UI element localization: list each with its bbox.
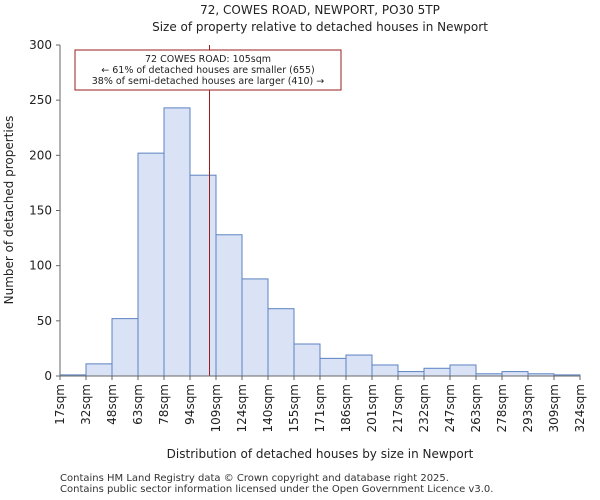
y-tick-label-300: 300 [29,38,52,52]
x-tick-label-63sqm: 63sqm [131,384,145,425]
x-tick-label-247sqm: 247sqm [443,384,457,432]
annotation-line-1: 72 COWES ROAD: 105sqm [145,54,271,65]
x-tick-label-155sqm: 155sqm [287,384,301,432]
x-tick-label-278sqm: 278sqm [495,384,509,432]
bar-171sqm [319,357,347,377]
bar-217sqm [397,371,425,377]
y-axis-ticks: 0 50 100 150 200 250 300 [29,38,60,383]
annotation-box: 72 COWES ROAD: 105sqm ← 61% of detached … [74,49,342,91]
y-tick-label-0: 0 [44,369,52,383]
bar-140sqm [267,308,295,377]
annotation-line-3: 38% of semi-detached houses are larger (… [92,76,325,87]
bar-124sqm [241,278,269,377]
y-tick-label-50: 50 [37,314,52,328]
x-tick-label-186sqm: 186sqm [339,384,353,432]
chart-subtitle: Size of property relative to detached ho… [152,20,488,34]
x-tick-label-324sqm: 324sqm [573,384,587,432]
x-tick-label-48sqm: 48sqm [105,384,119,425]
bar-109sqm [215,234,243,377]
y-axis-label: Number of detached properties [2,116,16,305]
bar-186sqm [345,354,373,377]
bar-32sqm [85,363,113,377]
bar-232sqm [423,367,451,377]
x-tick-label-263sqm: 263sqm [469,384,483,432]
x-tick-label-201sqm: 201sqm [365,384,379,432]
x-tick-label-140sqm: 140sqm [261,384,275,432]
x-tick-label-94sqm: 94sqm [183,384,197,425]
bar-63sqm [137,152,165,377]
bar-78sqm [163,107,191,377]
x-tick-label-124sqm: 124sqm [235,384,249,432]
y-tick-label-250: 250 [29,93,52,107]
bar-201sqm [371,364,399,377]
bar-group [59,107,581,377]
footer-attribution: Contains HM Land Registry data © Crown c… [60,473,493,495]
x-tick-label-309sqm: 309sqm [547,384,561,432]
x-tick-label-32sqm: 32sqm [79,384,93,425]
x-axis-ticks: 17sqm 32sqm 48sqm 63sqm 78sqm 94sqm 109sqm 124s… [53,376,587,432]
x-axis-label: Distribution of detached houses by size … [167,447,474,461]
chart-title: 72, COWES ROAD, NEWPORT, PO30 5TP [200,3,440,17]
x-tick-label-109sqm: 109sqm [209,384,223,432]
x-tick-label-78sqm: 78sqm [157,384,171,425]
annotation-line-2: ← 61% of detached houses are smaller (65… [101,65,314,76]
footer-line-1: Contains HM Land Registry data © Crown c… [60,473,449,484]
bar-48sqm [111,318,139,377]
x-tick-label-171sqm: 171sqm [313,384,327,432]
histogram-chart: 72, COWES ROAD, NEWPORT, PO30 5TP Size o… [2,3,587,461]
x-tick-label-217sqm: 217sqm [391,384,405,432]
x-tick-label-17sqm: 17sqm [53,384,67,425]
bar-247sqm [449,364,477,377]
y-tick-label-200: 200 [29,148,52,162]
bar-94sqm [189,174,217,377]
x-tick-label-293sqm: 293sqm [521,384,535,432]
y-tick-label-100: 100 [29,259,52,273]
bar-155sqm [293,343,321,377]
bar-278sqm [501,371,529,377]
footer-line-2: Contains public sector information licen… [60,484,494,495]
x-tick-label-232sqm: 232sqm [417,384,431,432]
y-tick-label-150: 150 [29,204,52,218]
